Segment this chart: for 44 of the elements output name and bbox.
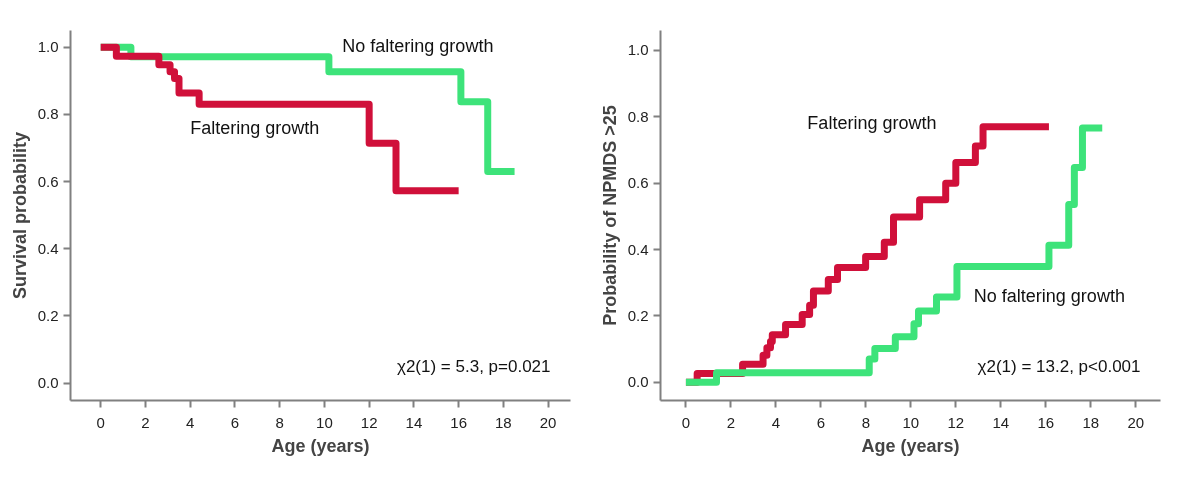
x-tick-label: 18 <box>495 413 512 431</box>
x-tick-label: 2 <box>726 413 736 431</box>
x-tick-label: 2 <box>141 413 150 431</box>
x-tick-label: 18 <box>1082 413 1100 431</box>
x-tick-label: 10 <box>902 413 920 431</box>
y-tick-label: 0.0 <box>627 373 649 391</box>
annotation: χ2(1) = 5.3, p=0.021 <box>396 356 551 376</box>
x-tick-label: 8 <box>861 413 871 431</box>
y-tick-label: 0.6 <box>37 172 59 190</box>
x-axis-title: Age (years) <box>271 435 370 456</box>
y-tick-label: 0.4 <box>627 240 649 258</box>
x-tick-label: 10 <box>316 413 333 431</box>
x-axis-title: Age (years) <box>861 435 960 456</box>
x-tick-label: 14 <box>992 413 1010 431</box>
y-tick-label: 0.4 <box>37 239 59 257</box>
series-label: Faltering growth <box>807 113 937 134</box>
x-tick-label: 12 <box>360 413 378 431</box>
x-tick-label: 4 <box>771 413 781 431</box>
annotation: χ2(1) = 13.2, p<0.001 <box>977 356 1141 376</box>
x-tick-label: 6 <box>816 413 826 431</box>
x-tick-label: 6 <box>230 413 240 431</box>
series-label: No faltering growth <box>973 285 1125 306</box>
y-tick-label: 0.2 <box>37 306 59 324</box>
y-tick-label: 0.8 <box>627 107 649 125</box>
series-label: No faltering growth <box>342 35 494 56</box>
y-tick-label: 0.2 <box>627 306 649 324</box>
x-tick-label: 0 <box>96 413 105 431</box>
y-tick-label: 1.0 <box>627 41 649 59</box>
y-axis-title: Probability of NPMDS >25 <box>599 105 620 326</box>
series-label: Faltering growth <box>190 117 320 138</box>
x-tick-label: 20 <box>539 413 557 431</box>
x-tick-label: 16 <box>450 413 467 431</box>
x-tick-label: 12 <box>947 413 965 431</box>
y-tick-label: 0.6 <box>627 174 649 192</box>
x-tick-label: 14 <box>405 413 423 431</box>
x-tick-label: 0 <box>681 413 691 431</box>
x-tick-label: 20 <box>1127 413 1145 431</box>
y-axis-title: Survival probability <box>9 131 30 300</box>
x-tick-label: 4 <box>186 413 195 431</box>
y-tick-label: 0.8 <box>37 105 59 123</box>
y-tick-label: 0.0 <box>37 374 59 392</box>
x-tick-label: 8 <box>275 413 284 431</box>
y-tick-label: 1.0 <box>37 38 59 56</box>
x-tick-label: 16 <box>1037 413 1055 431</box>
